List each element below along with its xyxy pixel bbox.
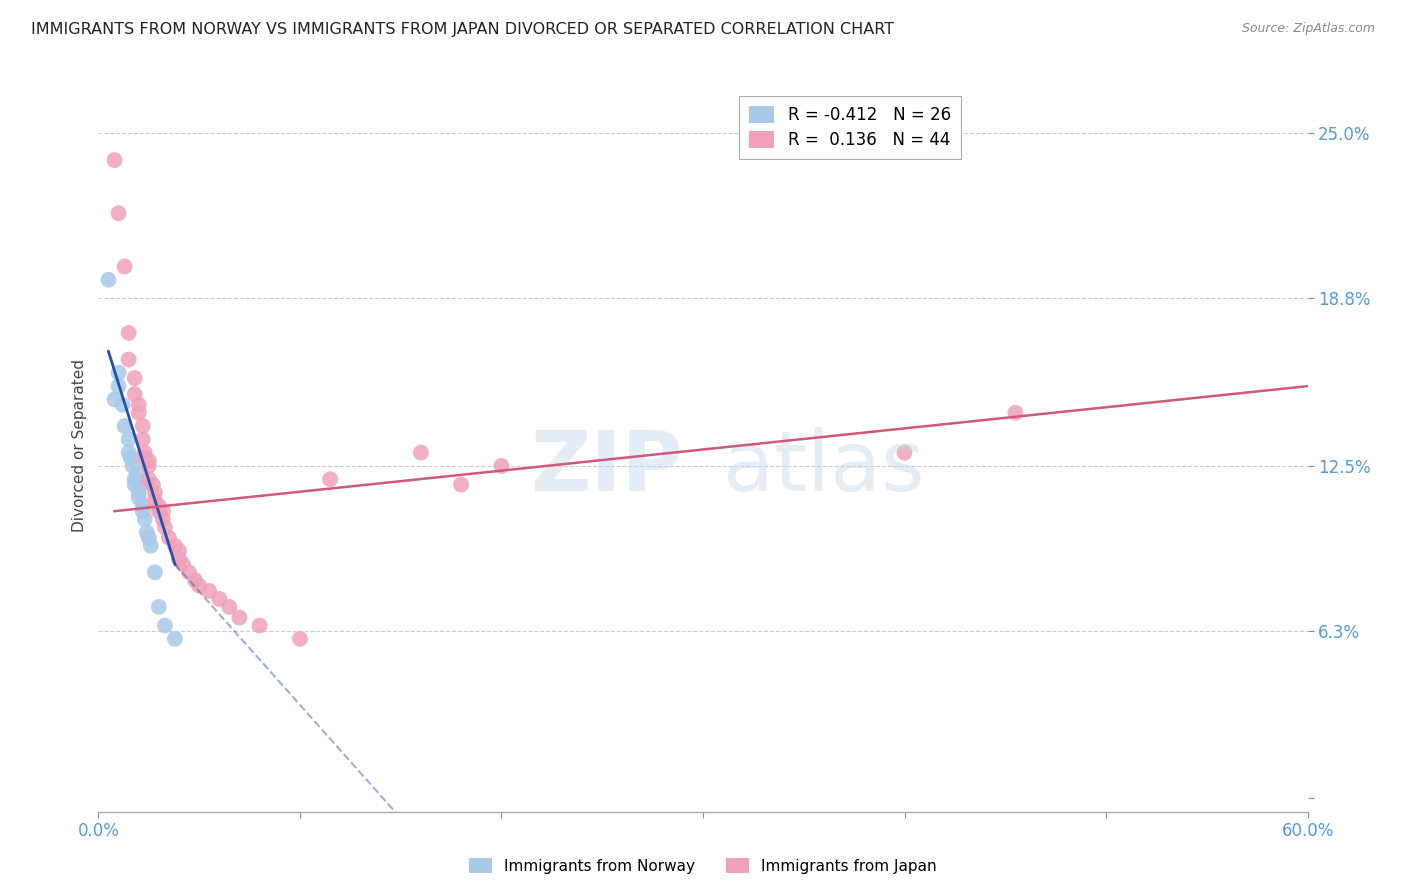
Point [124,477,146,491]
Point [179,566,201,580]
Point [107,206,129,220]
Point [138,458,160,473]
Text: ZIP: ZIP [530,427,682,508]
Point [148,599,170,614]
Text: atlas: atlas [723,427,925,508]
Point [124,371,146,385]
Point [118,352,141,367]
Point [228,610,250,624]
Point [128,406,150,420]
Point [249,618,271,632]
Point [128,491,150,505]
Point [450,477,472,491]
Point [163,539,186,553]
Point [893,445,915,459]
Point [288,632,311,646]
Text: Source: ZipAtlas.com: Source: ZipAtlas.com [1241,22,1375,36]
Point [134,445,156,459]
Point [143,485,166,500]
Point [409,445,432,459]
Point [128,398,150,412]
Point [132,419,155,434]
Point [1004,406,1026,420]
Point [152,512,174,526]
Point [107,366,129,380]
Point [319,472,342,486]
Point [111,398,134,412]
Point [103,392,125,407]
Point [118,445,141,459]
Point [132,499,155,513]
Point [143,566,166,580]
Point [107,379,129,393]
Point [97,273,120,287]
Point [218,599,240,614]
Point [208,591,231,606]
Point [138,453,160,467]
Point [148,504,170,518]
Point [198,584,221,599]
Point [120,450,142,465]
Point [148,499,170,513]
Y-axis label: Divorced or Separated: Divorced or Separated [72,359,87,533]
Legend: Immigrants from Norway, Immigrants from Japan: Immigrants from Norway, Immigrants from … [463,852,943,880]
Point [135,525,157,540]
Point [134,512,156,526]
Point [114,260,136,274]
Point [103,153,125,167]
Point [491,458,513,473]
Legend: R = -0.412   N = 26, R =  0.136   N = 44: R = -0.412 N = 26, R = 0.136 N = 44 [740,96,960,159]
Point [132,433,155,447]
Point [118,326,141,340]
Point [172,558,194,572]
Point [157,531,180,545]
Point [152,504,174,518]
Point [153,618,176,632]
Point [163,632,186,646]
Point [124,387,146,401]
Point [184,574,207,588]
Point [124,472,146,486]
Point [121,458,143,473]
Point [167,552,190,566]
Point [128,485,150,500]
Point [167,544,190,558]
Point [138,472,160,486]
Point [114,419,136,434]
Point [139,539,162,553]
Point [142,477,165,491]
Point [125,467,148,481]
Point [132,504,155,518]
Point [143,493,166,508]
Point [188,579,211,593]
Point [134,450,156,465]
Point [153,520,176,534]
Point [129,477,152,491]
Point [138,531,160,545]
Point [118,433,141,447]
Text: IMMIGRANTS FROM NORWAY VS IMMIGRANTS FROM JAPAN DIVORCED OR SEPARATED CORRELATIO: IMMIGRANTS FROM NORWAY VS IMMIGRANTS FRO… [31,22,894,37]
